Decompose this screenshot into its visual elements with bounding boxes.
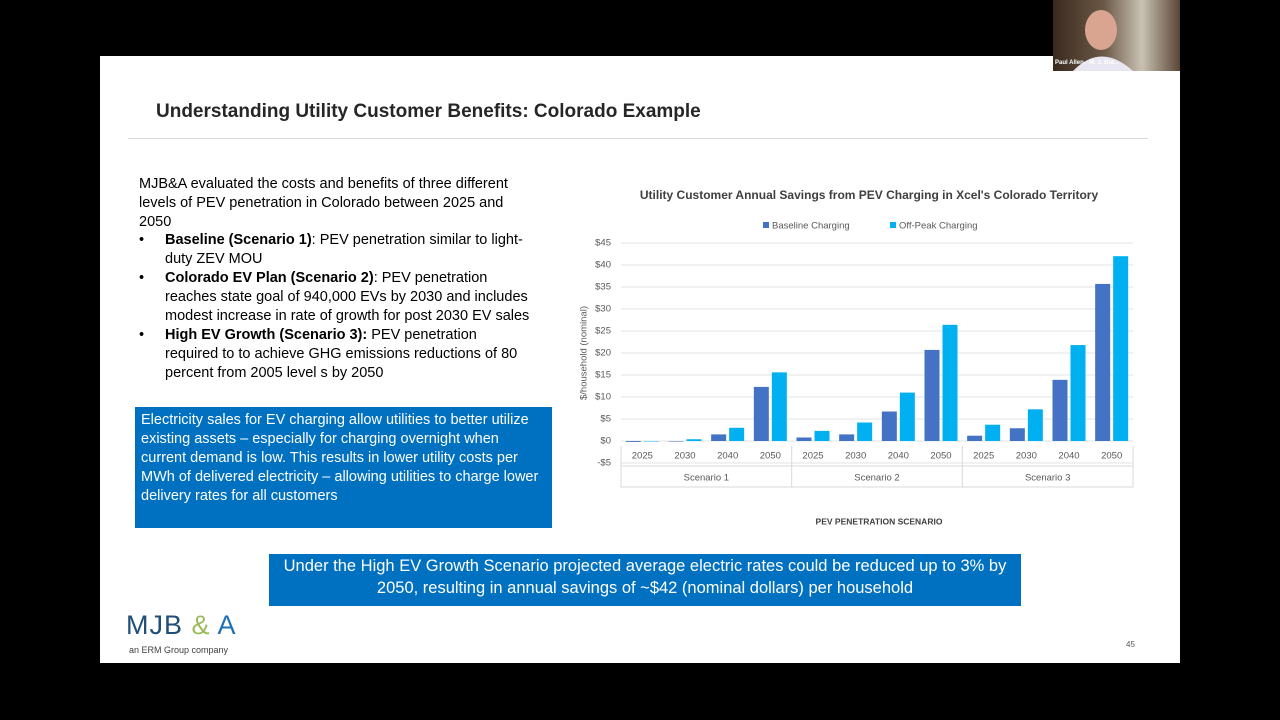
video-thumbnail (1053, 0, 1180, 71)
bullet: High EV Growth (Scenario 3): PEV penetra… (139, 326, 534, 383)
bullet: Baseline (Scenario 1): PEV penetration s… (139, 231, 534, 269)
page-number: 45 (1126, 640, 1135, 649)
bullet-text: : PEV penetration similar to light-duty … (165, 232, 523, 267)
logo-part: MJB (126, 610, 183, 640)
video-name: Paul Allen - M. J. Bra... (1055, 60, 1120, 66)
bullet-text: : PEV penetration reaches state goal of … (165, 270, 530, 324)
bullet-text: PEV penetration required to to achieve G… (165, 327, 518, 381)
slide-title: Understanding Utility Customer Benefits:… (156, 101, 701, 122)
bullet-list: Baseline (Scenario 1): PEV penetration s… (139, 231, 534, 383)
bullet-bold: High EV Growth (Scenario 3): (165, 327, 368, 343)
logo-part: & (191, 610, 211, 640)
logo-part: A (217, 610, 237, 640)
info-box: Electricity sales for EV charging allow … (135, 407, 552, 528)
tagline: an ERM Group company (129, 645, 229, 655)
bullet-bold: Baseline (Scenario 1) (165, 232, 312, 248)
divider (128, 138, 1148, 139)
bullet: Colorado EV Plan (Scenario 2): PEV penet… (139, 269, 534, 326)
intro-text: MJB&A evaluated the costs and benefits o… (139, 176, 508, 230)
bullet-bold: Colorado EV Plan (Scenario 2) (165, 270, 374, 286)
callout: Under the High EV Growth Scenario projec… (269, 554, 1021, 606)
video-figure (1073, 10, 1133, 71)
logo: MJB & A (126, 610, 237, 641)
